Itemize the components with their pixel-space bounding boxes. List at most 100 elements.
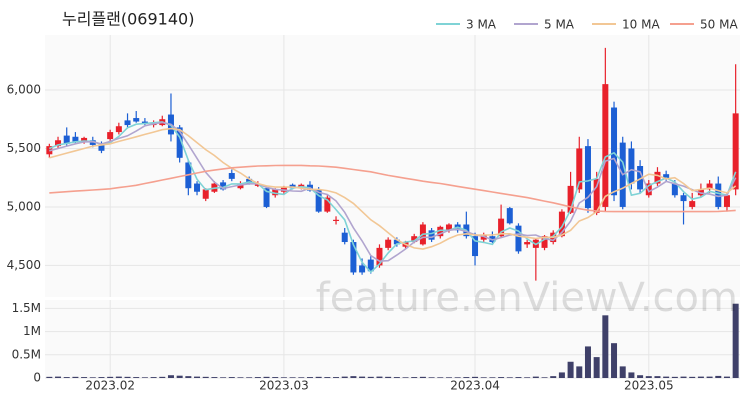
candle-body — [715, 183, 722, 207]
volume-bar — [89, 377, 96, 378]
volume-bar — [185, 376, 192, 378]
candle-body — [133, 118, 140, 122]
legend-label: 5 MA — [544, 18, 575, 32]
volume-bar — [506, 377, 513, 378]
candle-body — [272, 189, 279, 196]
candle-body — [194, 183, 201, 192]
volume-bar — [254, 377, 261, 378]
volume-bar — [524, 377, 531, 378]
candle-body — [480, 235, 487, 240]
y-tick-label: 5,000 — [7, 199, 41, 213]
volume-bar — [220, 377, 227, 378]
volume-bar — [341, 376, 348, 378]
volume-bar — [619, 366, 626, 378]
volume-bar — [298, 377, 305, 378]
volume-bar — [584, 346, 591, 378]
legend-label: 50 MA — [700, 18, 738, 32]
candle-body — [723, 195, 730, 207]
legend-label: 3 MA — [466, 18, 497, 32]
volume-bar — [498, 377, 505, 378]
legend-label: 10 MA — [622, 18, 660, 32]
candle-body — [237, 183, 244, 189]
candle-body — [124, 120, 131, 126]
candle-body — [671, 183, 678, 196]
volume-bar — [402, 377, 409, 378]
volume-bar — [663, 376, 670, 378]
volume-bar — [463, 377, 470, 378]
candle-body — [254, 183, 261, 186]
candle-body — [81, 137, 88, 142]
volume-bar — [246, 377, 253, 378]
volume-bar — [689, 376, 696, 378]
volume-bar — [98, 377, 105, 378]
candle-body — [680, 195, 687, 202]
volume-tick-label: 1M — [23, 324, 41, 338]
volume-bar — [472, 376, 479, 378]
volume-bar — [558, 372, 565, 378]
y-tick-label: 6,000 — [7, 82, 41, 96]
volume-bar — [237, 377, 244, 378]
volume-bar — [150, 377, 157, 378]
x-tick-label: 2023.05 — [624, 379, 674, 393]
candle-body — [228, 173, 235, 179]
volume-bar — [46, 376, 53, 378]
x-tick-label: 2023.04 — [450, 379, 500, 393]
ma-line — [49, 164, 736, 213]
candle-body — [524, 242, 531, 245]
candle-body — [315, 189, 322, 212]
volume-bar — [289, 377, 296, 378]
volume-bar — [115, 376, 122, 378]
volume-bar — [333, 377, 340, 378]
volume-bar — [697, 376, 704, 378]
y-tick-label: 5,500 — [7, 141, 41, 155]
candle-body — [220, 182, 227, 190]
volume-bar — [732, 303, 739, 378]
candle-body — [350, 242, 357, 273]
volume-bar — [272, 377, 279, 378]
volume-bar — [141, 377, 148, 378]
volume-bar — [367, 376, 374, 378]
ma-line — [49, 127, 737, 250]
volume-bar — [723, 376, 730, 378]
volume-bar — [671, 376, 678, 378]
candle-body — [341, 232, 348, 243]
volume-bar — [72, 376, 79, 378]
volume-bar — [315, 376, 322, 378]
x-tick-label: 2023.03 — [259, 379, 309, 393]
candle-body — [63, 135, 70, 144]
volume-bar — [654, 376, 661, 378]
candle-body — [576, 148, 583, 190]
candle-body — [663, 174, 670, 179]
volume-bar — [263, 376, 270, 378]
volume-bar — [124, 376, 131, 378]
candle-body — [628, 148, 635, 184]
volume-bar — [376, 376, 383, 378]
volume-bar — [55, 376, 62, 378]
candle-body — [567, 185, 574, 213]
volume-bar — [306, 377, 313, 378]
candle-body — [385, 239, 392, 248]
candle-body — [689, 201, 696, 207]
volume-bar — [194, 376, 201, 378]
x-tick-label: 2023.02 — [85, 379, 135, 393]
volume-bar — [576, 366, 583, 378]
candle-body — [98, 144, 105, 151]
watermark: feature.enViewV.com — [316, 275, 738, 321]
candle-body — [89, 140, 96, 145]
candle-body — [376, 247, 383, 266]
volume-bar — [167, 375, 174, 378]
volume-tick-label: 0 — [33, 371, 41, 385]
volume-bar — [532, 376, 539, 378]
candle-body — [115, 126, 122, 133]
volume-bar — [228, 377, 235, 378]
volume-bar — [359, 376, 366, 378]
candle-body — [333, 219, 340, 221]
volume-bar — [133, 377, 140, 378]
volume-bar — [489, 377, 496, 378]
volume-bar — [628, 372, 635, 378]
volume-bar — [454, 377, 461, 378]
volume-bar — [211, 377, 218, 378]
candle-body — [411, 236, 418, 243]
candle-body — [437, 226, 444, 237]
volume-panel — [45, 300, 740, 378]
